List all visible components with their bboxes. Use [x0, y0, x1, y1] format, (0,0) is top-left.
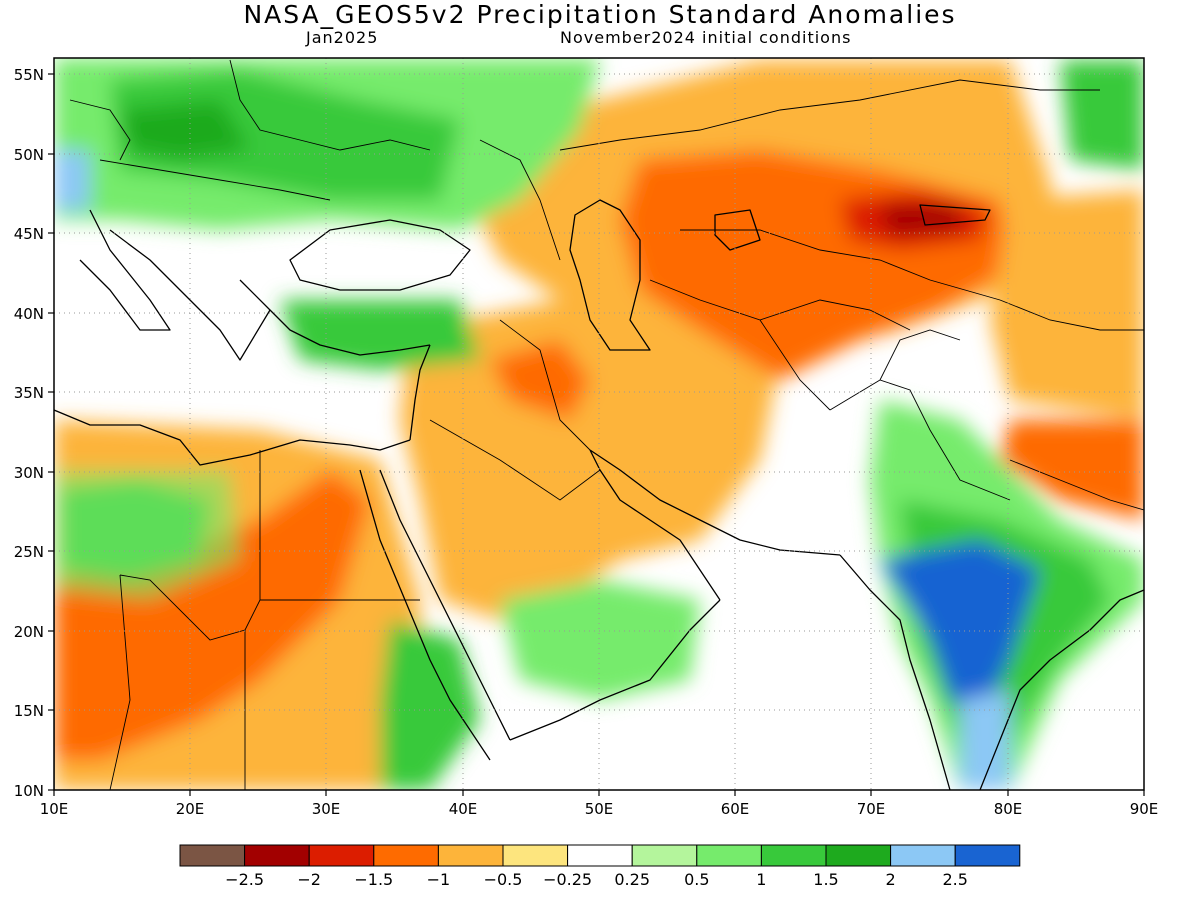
lat-tick-label: 40N	[14, 305, 44, 323]
lat-tick-label: 55N	[14, 66, 44, 84]
colorbar-swatch	[244, 844, 310, 867]
colorbar-swatch	[567, 844, 633, 867]
colorbar-label: 1.5	[813, 870, 838, 889]
colorbar-label: −2.5	[225, 870, 264, 889]
lat-tick-label: 45N	[14, 225, 44, 243]
lat-tick-labels: 10N 15N 20N 25N 30N 35N 40N 45N 50N 55N	[14, 66, 44, 800]
colorbar-swatch	[373, 844, 439, 867]
lon-tick-label: 30E	[312, 800, 341, 818]
coast-aral	[714, 209, 761, 251]
shading-turkey	[280, 300, 480, 370]
coast-arabia-south	[509, 599, 721, 741]
coast-red-sea-west	[359, 469, 491, 761]
lat-tick-label: 30N	[14, 464, 44, 482]
coast-balkhash	[919, 204, 991, 226]
lon-tick-label: 20E	[176, 800, 205, 818]
coast-caspian	[569, 199, 651, 351]
colorbar-swatch	[696, 844, 762, 867]
country-borders	[69, 59, 1144, 790]
lon-tick-label: 80E	[994, 800, 1023, 818]
shading-india-blue	[880, 540, 1040, 720]
lon-tick-label: 10E	[40, 800, 69, 818]
lon-tick-label: 90E	[1130, 800, 1159, 818]
colorbar-swatch	[437, 844, 504, 867]
shading-ethiopia-wet	[380, 620, 480, 790]
colorbar-swatch	[179, 844, 246, 867]
coast-black-sea	[289, 219, 471, 291]
colorbar-label: −2	[297, 870, 321, 889]
lat-tick-label: 20N	[14, 623, 44, 641]
shading-westeurope-blue	[54, 150, 90, 210]
anomaly-field	[54, 58, 1144, 790]
shading-china-dry	[990, 190, 1144, 420]
lon-tick-label: 60E	[721, 800, 750, 818]
coast-adriatic-greece	[109, 229, 271, 361]
colorbar-label: 1	[756, 870, 766, 889]
lat-tick-label: 35N	[14, 384, 44, 402]
coast-india-east	[979, 589, 1144, 790]
coast-red-sea-east	[379, 469, 511, 741]
shading-iraq-orange	[490, 340, 590, 420]
coast-turkey-south	[269, 309, 431, 356]
colorbar-label: 2.5	[942, 870, 967, 889]
lat-tick-label: 15N	[14, 702, 44, 720]
colorbar-swatch	[954, 844, 1021, 867]
shading-sahel-orange	[54, 470, 370, 760]
gridlines	[54, 58, 1144, 790]
shading-india-lightblue	[960, 690, 1010, 790]
shading-libya-wet-outer	[54, 470, 240, 600]
lon-tick-labels: 10E 20E 30E 40E 50E 60E 70E 80E 90E	[40, 800, 1159, 818]
tick-marks	[48, 73, 1145, 796]
colorbar-swatch	[308, 844, 375, 867]
lat-tick-label: 10N	[14, 782, 44, 800]
colorbar-label: −1.5	[354, 870, 393, 889]
initial-conditions-label: November2024 initial conditions	[560, 28, 852, 47]
lat-tick-label: 50N	[14, 146, 44, 164]
coastlines	[54, 199, 1144, 790]
lon-tick-label: 70E	[857, 800, 886, 818]
coast-levant	[409, 344, 431, 441]
lat-tick-label: 25N	[14, 543, 44, 561]
colorbar-swatch	[890, 844, 956, 867]
shading-europe-dark	[120, 100, 250, 160]
coast-mediterranean-africa	[54, 409, 411, 466]
shading-himalaya-dry	[1000, 420, 1144, 520]
colorbar-swatch	[502, 844, 569, 867]
colorbar-label: 0.5	[684, 870, 709, 889]
coast-india-west	[839, 554, 951, 790]
shading-kazakh-dark	[880, 205, 960, 235]
colorbar-swatch	[760, 844, 827, 867]
colorbar-label: −0.25	[543, 870, 592, 889]
lon-tick-label: 50E	[585, 800, 614, 818]
colorbar-label: 2	[886, 870, 896, 889]
colorbar: −2.5 −2 −1.5 −1 −0.5 −0.25 0.25 0.5 1 1.5 2 2.5	[179, 844, 1021, 889]
colorbar-label: −0.5	[484, 870, 523, 889]
colorbar-swatch	[631, 844, 698, 867]
shading-yemen-wet	[500, 580, 700, 700]
valid-month-label: Jan2025	[306, 28, 379, 47]
colorbar-label: −1	[427, 870, 451, 889]
shading-arabia	[400, 300, 780, 620]
shading-russia-east-wet	[1060, 60, 1144, 170]
lon-tick-label: 40E	[449, 800, 478, 818]
coast-gulf-iran	[589, 449, 841, 556]
coast-italy	[79, 209, 171, 331]
colorbar-swatch	[825, 844, 892, 867]
colorbar-label: 0.25	[614, 870, 650, 889]
map-title: NASA_GEOS5v2 Precipitation Standard Anom…	[243, 0, 957, 29]
